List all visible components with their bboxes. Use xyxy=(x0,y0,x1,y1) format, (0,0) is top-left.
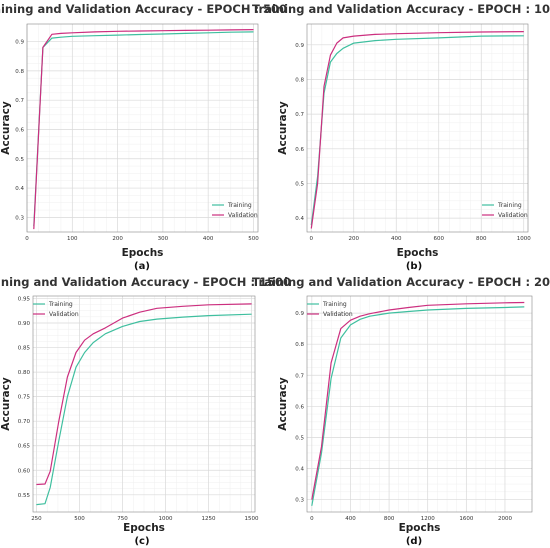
y-tick-label: 0.8 xyxy=(295,342,304,348)
y-tick-label: 0.60 xyxy=(18,468,31,474)
x-tick-label: 1000 xyxy=(159,516,173,522)
x-axis-label: Epochs xyxy=(397,247,439,259)
series-line-validation xyxy=(36,303,252,486)
legend-label-validation: Validation xyxy=(498,212,528,219)
panel-caption-a: (a) xyxy=(134,261,150,272)
y-axis-label: Accuracy xyxy=(0,101,12,155)
panel-caption-c: (c) xyxy=(134,536,150,547)
x-axis-label: Epochs xyxy=(123,522,165,534)
x-tick-label: 2000 xyxy=(498,516,512,522)
chart-title: Training and Validation Accuracy - EPOCH… xyxy=(252,2,550,16)
x-tick-label: 400 xyxy=(203,236,214,242)
y-tick-label: 0.95 xyxy=(18,296,31,302)
y-tick-label: 0.6 xyxy=(295,147,304,153)
x-axis-label: Epochs xyxy=(399,522,441,534)
x-tick-label: 600 xyxy=(434,236,445,242)
plot-frame xyxy=(306,23,529,233)
x-tick-label: 800 xyxy=(476,236,487,242)
y-axis-label: Accuracy xyxy=(0,377,12,431)
y-tick-label: 0.6 xyxy=(295,404,304,410)
y-tick-label: 0.8 xyxy=(15,69,24,75)
y-tick-label: 0.5 xyxy=(295,181,304,187)
chart-title: Training and Validation Accuracy - EPOCH… xyxy=(252,275,550,289)
x-axis-label: Epochs xyxy=(122,247,164,259)
chart-svg-b: 0 200 400 600 800 1000 0.4 0.5 0.6 0.7 0.8 0.9 Train… xyxy=(252,2,550,259)
x-tick-label: 500 xyxy=(248,236,259,242)
x-tick-label: 300 xyxy=(158,236,169,242)
y-tick-label: 0.65 xyxy=(18,444,31,450)
series-line-training xyxy=(311,306,525,506)
panel-caption-d: (d) xyxy=(405,536,423,547)
y-tick-label: 0.80 xyxy=(18,370,31,376)
y-tick-label: 0.7 xyxy=(15,98,24,104)
x-tick-label: 200 xyxy=(349,236,360,242)
legend-label-validation: Validation xyxy=(323,311,353,318)
chart-svg-c: 250 500 750 1000 1250 1500 0.55 0.60 0.65 0.70 0.7… xyxy=(0,275,291,534)
y-tick-label: 0.9 xyxy=(15,40,24,46)
y-tick-label: 0.7 xyxy=(295,373,304,379)
x-tick-label: 400 xyxy=(345,516,356,522)
y-tick-label: 0.9 xyxy=(295,43,304,49)
legend-label-validation: Validation xyxy=(49,311,79,318)
x-tick-label: 750 xyxy=(117,516,128,522)
y-tick-label: 0.7 xyxy=(295,112,304,118)
x-tick-label: 100 xyxy=(67,236,78,242)
plot-frame xyxy=(32,295,256,513)
x-tick-label: 400 xyxy=(391,236,402,242)
y-axis-label: Accuracy xyxy=(277,101,289,155)
y-tick-label: 0.9 xyxy=(295,311,304,317)
y-tick-label: 0.8 xyxy=(295,77,304,83)
legend-label-training: Training xyxy=(227,202,252,209)
y-axis-label: Accuracy xyxy=(277,377,289,431)
chart-title: Training and Validation Accuracy - EPOCH… xyxy=(0,275,291,289)
chart-title: Training and Validation Accuracy - EPOCH… xyxy=(0,2,287,16)
x-tick-label: 1250 xyxy=(202,516,216,522)
y-tick-label: 0.90 xyxy=(18,321,31,327)
x-tick-label: 1600 xyxy=(459,516,473,522)
x-tick-label: 0 xyxy=(25,236,29,242)
y-tick-label: 0.4 xyxy=(15,186,24,192)
x-tick-label: 200 xyxy=(112,236,123,242)
x-tick-label: 500 xyxy=(74,516,85,522)
series-line-validation xyxy=(311,301,525,500)
plot-frame xyxy=(306,295,533,513)
legend-label-training: Training xyxy=(497,202,522,209)
x-tick-label: 1200 xyxy=(421,516,435,522)
x-tick-label: 0 xyxy=(310,516,314,522)
series-line-training xyxy=(36,313,252,506)
y-tick-label: 0.75 xyxy=(18,395,31,401)
y-tick-label: 0.55 xyxy=(18,493,31,499)
chart-svg-d: 0 400 800 1200 1600 2000 0.3 0.4 0.5 0.6 0.7 0.8 0.9… xyxy=(252,275,550,534)
y-tick-label: 0.3 xyxy=(295,498,304,504)
series-line-validation xyxy=(310,31,524,229)
x-tick-label: 1000 xyxy=(517,236,531,242)
plot-frame xyxy=(26,23,259,233)
x-tick-label: 1500 xyxy=(245,516,259,522)
legend-label-training: Training xyxy=(322,301,347,308)
y-tick-label: 0.4 xyxy=(295,216,304,222)
y-tick-label: 0.5 xyxy=(15,157,24,163)
chart-panel-a: 0 100 200 300 400 500 0.3 0.4 0.5 0.6 0.7 0.8 0.9 Tra… xyxy=(0,0,287,274)
chart-panel-d: 0 400 800 1200 1600 2000 0.3 0.4 0.5 0.6 0.7 0.8 0.9… xyxy=(252,274,550,548)
legend-label-validation: Validation xyxy=(228,212,258,219)
x-tick-label: 800 xyxy=(384,516,395,522)
y-tick-label: 0.85 xyxy=(18,346,31,352)
chart-svg-a: 0 100 200 300 400 500 0.3 0.4 0.5 0.6 0.7 0.8 0.9 Tra… xyxy=(0,2,287,259)
series-line-validation xyxy=(33,29,254,230)
legend-label-training: Training xyxy=(48,301,73,308)
y-tick-label: 0.3 xyxy=(15,215,24,221)
y-tick-label: 0.70 xyxy=(18,419,31,425)
series-line-training xyxy=(33,31,254,227)
y-tick-label: 0.4 xyxy=(295,466,304,472)
chart-panel-c: 250 500 750 1000 1250 1500 0.55 0.60 0.65 0.70 0.7… xyxy=(0,274,291,548)
y-tick-label: 0.6 xyxy=(15,127,24,133)
chart-panel-b: 0 200 400 600 800 1000 0.4 0.5 0.6 0.7 0.8 0.9 Train… xyxy=(252,0,550,274)
y-tick-label: 0.5 xyxy=(295,435,304,441)
panel-caption-b: (b) xyxy=(405,261,423,272)
x-tick-label: 250 xyxy=(31,516,42,522)
x-tick-label: 0 xyxy=(310,236,314,242)
